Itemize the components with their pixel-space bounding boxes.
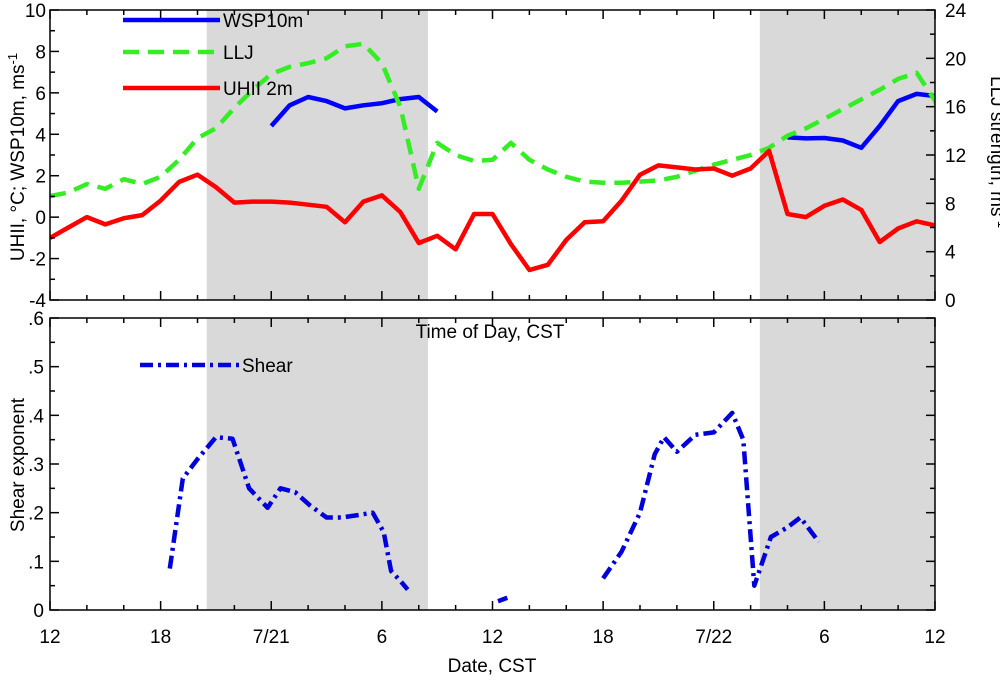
y-tick-label-right: 12 [945, 146, 966, 167]
series-uhii-2m-line-0 [50, 148, 935, 273]
y-tick-label-left: 10 [25, 1, 46, 22]
shade-band-top-1 [759, 10, 935, 300]
bottom-panel-legend: Shear [140, 356, 293, 377]
bottom-panel-ticks: 0 .1 .2 .3 .4 .5 .6 12 18 7/21 6 12 18 7/22 6 12 [28, 309, 945, 648]
shade-band-bottom-1 [759, 318, 935, 610]
y-tick-label-left: 2 [35, 167, 46, 188]
series-wsp10m-line-1 [787, 91, 935, 151]
y-tick-label-shear: .2 [28, 504, 44, 525]
series-shear-line-0 [167, 434, 410, 592]
x-tick-label: 6 [819, 627, 830, 648]
y-tick-label-right: 0 [945, 291, 956, 312]
y-tick-label-right: 16 [945, 98, 966, 119]
top-right-y-axis-label: LLJ strength, ms-1 [986, 76, 1000, 228]
x-tick-label: 18 [593, 627, 614, 648]
x-tick-label: 7/22 [695, 627, 732, 648]
top-panel-legend: WSP10m LLJ UHII 2m [123, 11, 303, 100]
bottom-y-axis-label: Shear exponent [8, 397, 29, 532]
y-tick-label-right: 20 [945, 49, 966, 70]
x-tick-label: 12 [482, 627, 503, 648]
y-tick-label-right: 24 [945, 1, 967, 22]
series-wsp10m-line-0 [269, 94, 439, 128]
x-tick-label: 6 [377, 627, 388, 648]
series-shear-line-1 [497, 595, 509, 604]
y-tick-label-shear: .3 [28, 455, 44, 476]
y-tick-label-left: -4 [29, 291, 46, 312]
legend-label-uhii-2m: UHII 2m [223, 79, 293, 100]
y-tick-label-shear: .5 [28, 358, 44, 379]
y-tick-label-left: -2 [29, 250, 46, 271]
y-tick-label-shear: 0 [33, 601, 44, 622]
y-tick-label-shear: .4 [28, 406, 44, 427]
bottom-panel-shaded-bands [206, 318, 935, 610]
x-tick-label: 7/21 [253, 627, 290, 648]
y-tick-label-right: 4 [945, 243, 956, 264]
legend-label-wsp10m: WSP10m [223, 11, 303, 32]
y-tick-label-right: 8 [945, 194, 956, 215]
bottom-x-axis-label: Date, CST [448, 656, 537, 677]
shade-band-top-0 [206, 10, 428, 300]
y-tick-label-left: 0 [35, 208, 46, 229]
y-tick-label-shear: .6 [28, 309, 44, 330]
series-shear-line-2 [601, 410, 821, 588]
top-panel-series [50, 41, 935, 273]
legend-label-llj: LLJ [223, 43, 254, 64]
y-tick-label-shear: .1 [28, 552, 44, 573]
top-x-axis-label: Time of Day, CST [416, 322, 565, 343]
y-tick-label-left: 8 [35, 42, 46, 63]
x-tick-label: 18 [150, 627, 171, 648]
top-panel-shaded-bands [206, 10, 935, 300]
x-tick-label: 12 [924, 627, 945, 648]
legend-label-shear: Shear [242, 356, 293, 377]
top-left-y-axis-label: UHII, °C; WSP10m, ms-1 [5, 53, 29, 261]
bottom-panel-series [167, 410, 821, 604]
y-tick-label-left: 6 [35, 84, 46, 105]
y-tick-label-left: 4 [35, 125, 46, 146]
x-tick-label: 12 [39, 627, 60, 648]
series-llj-line-0 [50, 41, 935, 199]
